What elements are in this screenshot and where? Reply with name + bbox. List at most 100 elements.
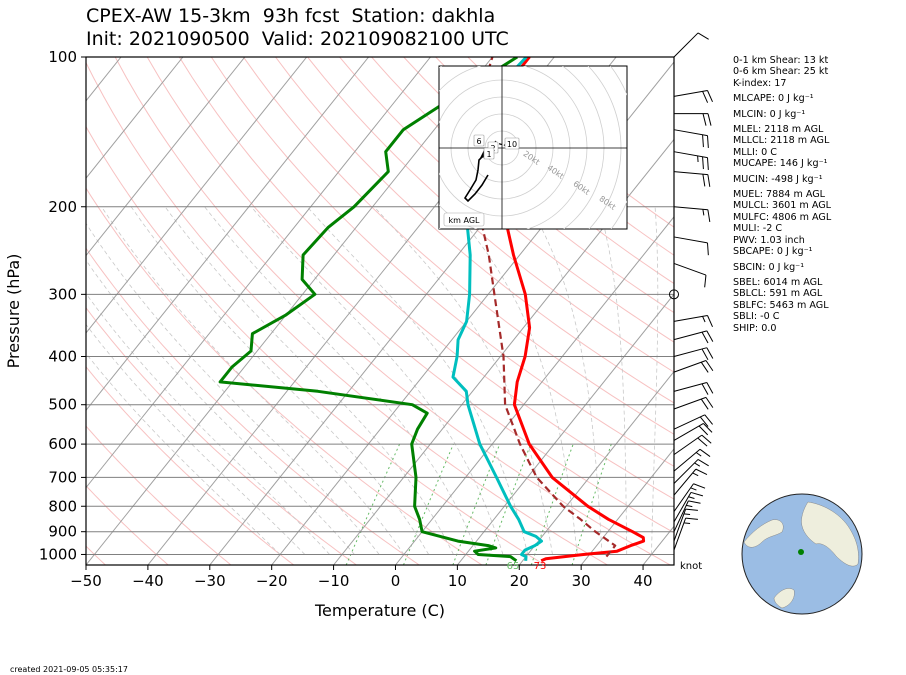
barb-shaft [673, 492, 692, 523]
moist-adiabat [529, 206, 603, 555]
wind-barb [673, 414, 713, 430]
wind-barb [673, 206, 711, 223]
wind-barb [673, 396, 714, 410]
barb-flag [706, 330, 714, 342]
wind-barb [673, 347, 714, 361]
dry-adiabat [86, 247, 420, 565]
barb-flag [700, 361, 709, 373]
barb-flag [707, 113, 712, 126]
barb-flag [706, 382, 714, 394]
station-dot [798, 549, 804, 555]
dry-adiabat [178, 57, 674, 500]
barb-shaft [673, 396, 707, 410]
barb-flag [704, 275, 707, 288]
barb-flag [701, 383, 709, 395]
barb-flag [685, 517, 698, 520]
moist-adiabat [598, 206, 628, 555]
globe-land-south [773, 588, 795, 609]
index-line: MULI: -2 C [733, 223, 783, 235]
x-tick-label: −20 [256, 572, 288, 590]
barb-half-flag [690, 487, 697, 491]
wind-barb [673, 89, 713, 103]
wind-barb [673, 171, 711, 187]
barb-half-flag [702, 316, 706, 323]
sounding-indices-panel: 0-1 km Shear: 13 kt 0-6 km Shear: 25 kt K-… [733, 55, 903, 334]
barb-half-flag [683, 513, 691, 515]
chart-title-line1: CPEX-AW 15-3km 93h fcst Station: dakhla [86, 5, 496, 27]
isotherm [333, 138, 674, 565]
index-line: K-index: 17 [733, 77, 787, 89]
barb-shaft [673, 517, 687, 551]
barb-shaft [673, 129, 708, 137]
wind-barb [673, 382, 714, 395]
index-line: SBLI: -0 C [733, 311, 780, 323]
hodograph-height-label: 10 [507, 140, 517, 149]
barb-half-flag [686, 504, 693, 508]
barb-flag [695, 468, 708, 475]
barb-half-flag [695, 452, 702, 457]
calm-circle [669, 289, 679, 300]
index-line: SBEL: 6014 m AGL [733, 276, 823, 288]
dry-adiabat [371, 57, 674, 314]
barb-shaft [673, 448, 701, 472]
barb-flag [685, 508, 698, 511]
barb-shaft [673, 262, 707, 276]
barb-flag [700, 398, 709, 410]
barb-shaft [673, 500, 689, 532]
barb-shaft [673, 151, 708, 159]
barb-flag [706, 347, 714, 359]
hodograph-trace [463, 149, 489, 203]
wind-barb [669, 289, 679, 300]
isotherm [518, 370, 674, 565]
barb-shaft [673, 483, 694, 512]
barb-shaft [673, 347, 707, 357]
y-tick-label: 1000 [39, 545, 77, 563]
barb-half-flag [702, 209, 705, 216]
index-line: MUCAPE: 146 J kg⁻¹ [733, 158, 828, 170]
index-line: MLCAPE: 0 J kg⁻¹ [733, 93, 814, 105]
wind-barb [673, 483, 706, 512]
wind-barb [673, 468, 708, 496]
isotherm [86, 57, 308, 334]
barb-flag [702, 134, 704, 148]
dry-adiabat [86, 187, 483, 565]
x-tick-label: 10 [448, 572, 467, 590]
hodograph-unit-label: km AGL [449, 216, 481, 225]
x-tick-label: −10 [318, 572, 350, 590]
barb-flag [702, 91, 709, 103]
wind-barbs: knot [669, 32, 714, 572]
barb-flag [701, 331, 709, 344]
barb-shaft [673, 360, 707, 373]
x-tick-label: 0 [391, 572, 401, 590]
dry-adiabat [403, 57, 674, 285]
y-tick-label: 800 [48, 497, 77, 515]
index-line: SBLFC: 5463 m AGL [733, 299, 829, 311]
dry-adiabat [86, 425, 232, 565]
y-tick-label: 100 [48, 48, 77, 66]
barb-flag [690, 491, 704, 497]
barb-flag [706, 157, 709, 170]
barb-shaft [673, 423, 704, 441]
dry-adiabat [86, 366, 295, 565]
barb-flag [701, 348, 709, 361]
moist-adiabat [306, 206, 529, 555]
barb-half-flag [683, 522, 691, 524]
y-tick-label: 200 [48, 198, 77, 216]
dry-adiabat [86, 125, 545, 565]
index-line: SHIP: 0.0 [733, 322, 777, 334]
wind-barb [673, 360, 714, 373]
index-line: MLLCL: 2118 m AGL [733, 135, 830, 147]
mixing-ratio-label: 73 [534, 561, 547, 572]
moist-adiabat [373, 206, 553, 555]
isotherm [456, 293, 674, 565]
barb-shaft [673, 330, 707, 341]
y-axis-label: Pressure (hPa) [4, 254, 23, 369]
wind-barb [673, 32, 709, 58]
globe-land-americas [743, 519, 784, 548]
barb-shaft [673, 236, 708, 244]
isotherm [86, 57, 246, 257]
index-line: SBCAPE: 0 J kg⁻¹ [733, 246, 813, 258]
wind-barb [673, 236, 709, 256]
wind-barb [673, 330, 714, 344]
barb-half-flag [694, 462, 701, 467]
